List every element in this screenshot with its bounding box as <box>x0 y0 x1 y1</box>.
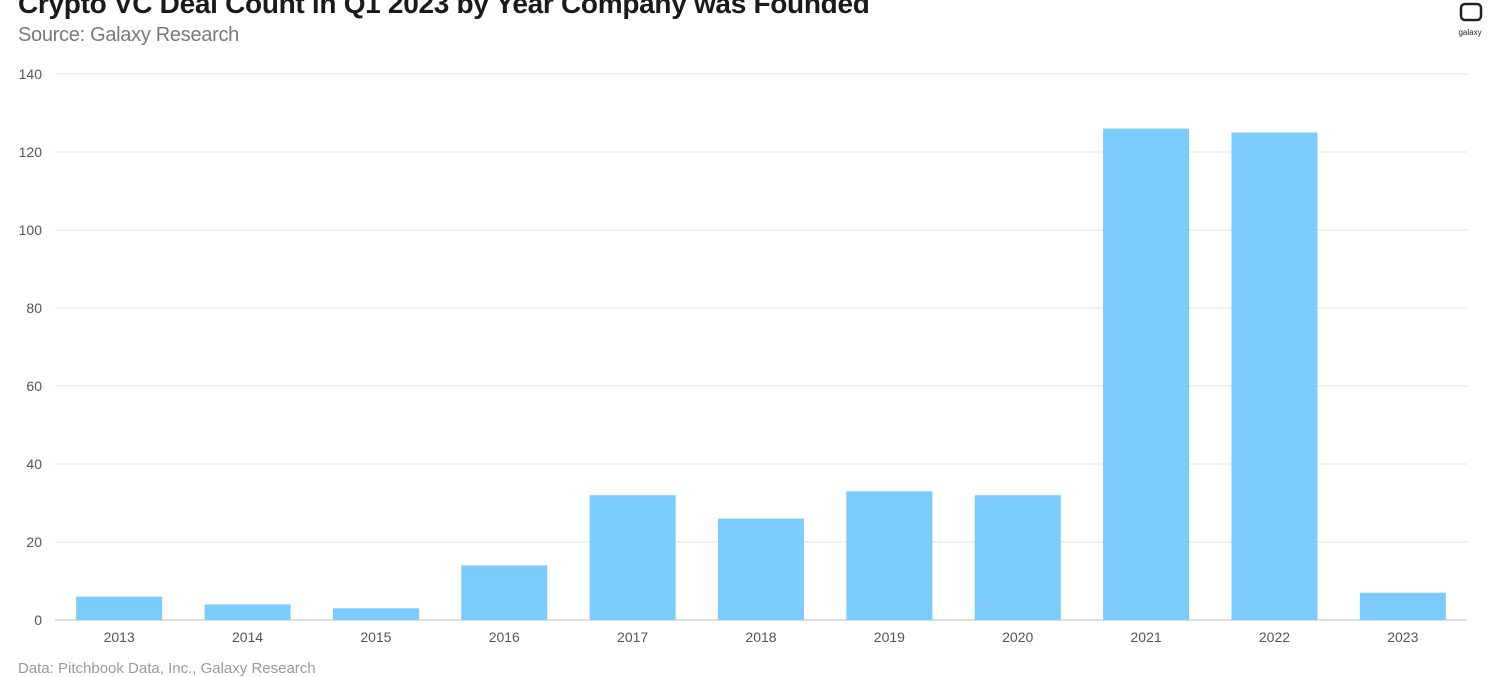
x-tick-label: 2023 <box>1387 629 1418 645</box>
chart-title: Crypto VC Deal Count in Q1 2023 by Year … <box>18 0 870 19</box>
x-tick-label: 2017 <box>617 629 648 645</box>
y-tick-label: 0 <box>34 612 42 628</box>
bars <box>76 128 1446 620</box>
y-tick-label: 60 <box>26 378 42 394</box>
bar-2016 <box>461 565 548 620</box>
chart-subtitle: Source: Galaxy Research <box>18 24 239 46</box>
bar-2022 <box>1231 132 1318 620</box>
bar-2021 <box>1103 128 1190 620</box>
x-tick-label: 2022 <box>1259 629 1290 645</box>
bar-2014 <box>204 604 291 620</box>
x-tick-label: 2020 <box>1002 629 1033 645</box>
x-tick-label: 2018 <box>745 629 776 645</box>
y-tick-label: 20 <box>26 534 42 550</box>
y-tick-label: 140 <box>19 66 43 82</box>
y-tick-label: 80 <box>26 300 42 316</box>
x-tick-label: 2021 <box>1131 629 1162 645</box>
bar-2018 <box>717 518 805 620</box>
bar-2015 <box>332 608 419 620</box>
galaxy-logo-icon <box>1459 2 1483 22</box>
x-tick-label: 2014 <box>232 629 263 645</box>
bar-2017 <box>589 495 676 620</box>
y-tick-label: 120 <box>19 144 43 160</box>
bar-2013 <box>76 596 163 620</box>
bar-2023 <box>1359 592 1446 620</box>
x-tick-label: 2013 <box>104 629 135 645</box>
y-tick-label: 40 <box>26 456 42 472</box>
logo-label: galaxy <box>1458 28 1482 37</box>
x-tick-label: 2019 <box>874 629 905 645</box>
y-tick-label: 100 <box>19 222 43 238</box>
bar-2020 <box>974 495 1061 620</box>
x-tick-label: 2016 <box>489 629 520 645</box>
x-tick-label: 2015 <box>360 629 391 645</box>
bar-2019 <box>846 491 933 620</box>
axis-labels: 0 20 40 60 80 100 120 140 2013 2014 2015 2016 2017 20… <box>19 66 1419 645</box>
